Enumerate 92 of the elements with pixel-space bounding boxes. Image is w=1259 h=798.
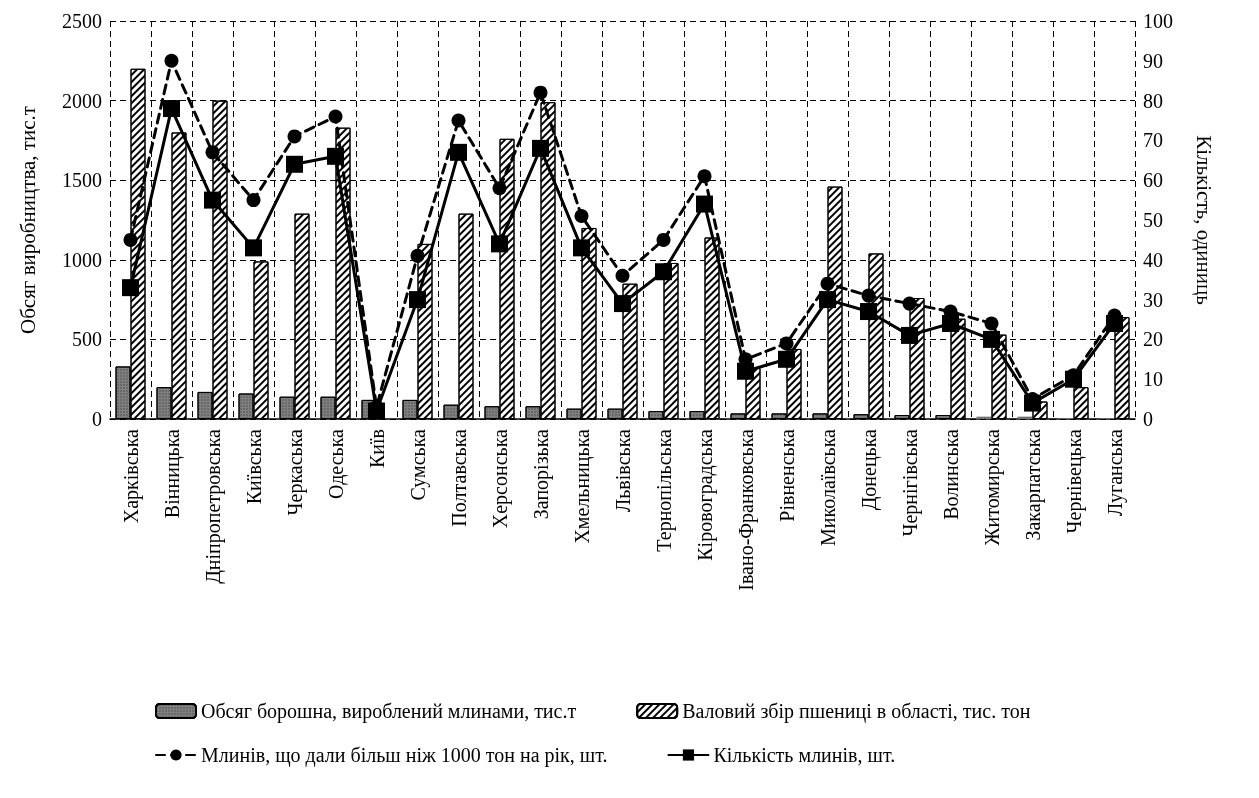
x-tick-label: Львівська	[611, 428, 634, 513]
y-axis-title: Обсяг виробництва, тис.т	[15, 105, 40, 335]
x-tick-label: Полтавська	[447, 428, 470, 527]
x-tick-label: Херсонська	[488, 428, 512, 529]
y2-tick-label: 20	[1143, 328, 1163, 351]
point	[614, 295, 631, 313]
y2-tick-label: 80	[1143, 89, 1163, 112]
y2-tick-label: 70	[1143, 129, 1163, 152]
point	[1024, 394, 1041, 412]
point	[491, 235, 508, 253]
point	[984, 316, 999, 331]
x-tick-label: Запорізька	[529, 428, 553, 520]
point	[819, 291, 836, 309]
point	[164, 53, 179, 68]
y2-tick-label: 40	[1143, 248, 1163, 271]
point	[942, 314, 959, 332]
y2-tick-label: 60	[1143, 169, 1163, 192]
point	[409, 291, 426, 309]
x-tick-label: Сумська	[406, 428, 430, 501]
point	[820, 276, 835, 291]
point	[451, 113, 466, 128]
legend-label: Кількість млинів, шт.	[713, 744, 896, 766]
point	[574, 209, 589, 224]
point	[656, 232, 671, 247]
point	[327, 147, 344, 165]
point	[1065, 370, 1082, 388]
point	[328, 109, 343, 124]
point	[779, 336, 794, 351]
x-tick-label: Івано-Франковська	[734, 428, 758, 591]
legend-label: Обсяг борошна, вироблений млинами, тис.т	[201, 700, 577, 723]
point	[902, 296, 917, 311]
point	[737, 362, 754, 380]
point	[122, 279, 139, 297]
y2-tick-label: 0	[1143, 408, 1153, 430]
point	[246, 193, 261, 208]
x-tick-label: Чернівецька	[1062, 428, 1086, 534]
point	[696, 195, 713, 213]
x-tick-label: Черкаська	[283, 428, 307, 516]
x-tick-label: Одеська	[324, 428, 348, 500]
point	[368, 402, 385, 420]
x-tick-label: Чернігівська	[898, 428, 922, 537]
point	[533, 85, 548, 100]
point	[861, 288, 876, 303]
point	[123, 232, 138, 247]
x-tick-label: Київ	[365, 429, 388, 469]
x-tick-label: Донецька	[857, 428, 881, 511]
x-tick-label: Кіровоградська	[693, 428, 717, 561]
x-tick-label: Миколаївська	[816, 428, 839, 546]
x-tick-label: Житомирська	[980, 428, 1004, 546]
y2-tick-label: 100	[1143, 10, 1173, 32]
point	[492, 181, 507, 196]
point	[204, 191, 221, 209]
x-tick-label: Луганська	[1103, 428, 1127, 517]
x-tick-label: Волинська	[939, 428, 962, 520]
point	[287, 129, 302, 144]
y-tick-label: 1500	[62, 169, 102, 192]
y-tick-label: 2000	[62, 89, 102, 112]
x-tick-label: Київська	[242, 428, 265, 505]
x-tick-label: Харківська	[119, 428, 143, 524]
point	[901, 326, 918, 344]
x-tick-label: Вінницька	[160, 428, 184, 519]
y-tick-label: 0	[92, 408, 102, 430]
legend-label: Валовий збір пшениці в області, тис. тон	[682, 700, 1031, 723]
y-tick-label: 500	[72, 328, 102, 351]
x-tick-label: Дніпропетровська	[201, 428, 225, 584]
point	[410, 248, 425, 263]
y2-tick-label: 50	[1143, 209, 1163, 231]
y-tick-label: 2500	[62, 10, 102, 32]
point	[245, 239, 262, 257]
point	[615, 268, 630, 283]
point	[983, 330, 1000, 348]
x-tick-label: Хмельницька	[570, 428, 594, 544]
point	[205, 145, 220, 160]
point	[778, 350, 795, 368]
x-tick-label: Рівненська	[775, 428, 798, 522]
point	[573, 239, 590, 257]
y2-tick-label: 10	[1143, 368, 1163, 391]
point	[1106, 314, 1123, 332]
point	[286, 155, 303, 173]
x-tick-label: Закарпатська	[1021, 428, 1045, 541]
point	[532, 139, 549, 157]
legend-label: Млинів, що дали більш ніж 1000 тон на рік, шт.	[201, 744, 608, 767]
point	[450, 143, 467, 161]
point	[697, 169, 712, 184]
point	[163, 100, 180, 118]
point	[655, 263, 672, 281]
point	[860, 303, 877, 321]
y2-axis-title: Кількість, одиниць	[1191, 135, 1216, 305]
y-tick-label: 1000	[62, 248, 102, 271]
y2-tick-label: 90	[1143, 49, 1163, 72]
y2-tick-label: 30	[1143, 288, 1163, 311]
x-tick-label: Тернопільська	[652, 428, 676, 552]
